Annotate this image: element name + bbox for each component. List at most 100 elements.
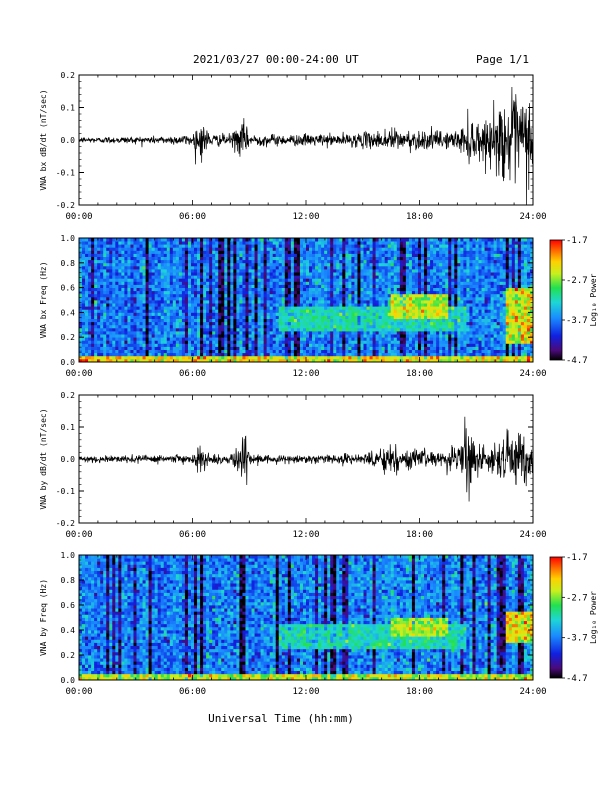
spectrogram-cell	[251, 303, 255, 307]
spectrogram-cell	[263, 269, 268, 273]
spectrogram-cell	[321, 281, 325, 285]
spectrogram-cell	[248, 253, 252, 257]
spectrogram-cell	[148, 349, 153, 354]
spectrogram-cell	[206, 244, 210, 248]
spectrogram-cell	[390, 327, 395, 332]
spectrogram-cell	[405, 238, 410, 242]
spectrogram-cell	[187, 300, 192, 304]
spectrogram-cell	[118, 306, 122, 310]
spectrogram-cell	[336, 315, 340, 319]
spectrogram-cell	[103, 256, 107, 261]
spectrogram-cell	[194, 318, 198, 323]
spectrogram-cell	[112, 321, 116, 326]
spectrogram-cell	[218, 343, 222, 347]
spectrogram-cell	[100, 238, 104, 242]
spectrogram-cell	[242, 275, 246, 279]
spectrogram-cell	[321, 259, 325, 264]
spectrogram-cell	[318, 293, 322, 298]
spectrogram-cell	[142, 287, 146, 292]
spectrogram-cell	[402, 247, 407, 251]
spectrogram-cell	[281, 253, 286, 257]
spectrogram-cell	[230, 321, 234, 326]
spectrogram-cell	[242, 312, 246, 316]
spectrogram-cell	[263, 346, 268, 350]
spectrogram-cell	[339, 358, 343, 363]
spectrogram-cell	[175, 244, 180, 248]
spectrogram-cell	[293, 303, 298, 307]
spectrogram-cell	[230, 324, 234, 329]
spectrogram-cell	[178, 337, 183, 341]
spectrogram-cell	[82, 293, 86, 298]
spectrogram-cell	[133, 315, 137, 319]
spectrogram-cell	[263, 275, 268, 279]
spectrogram-cell	[269, 343, 274, 347]
spectrogram-cell	[427, 265, 431, 270]
spectrogram-cell	[363, 265, 367, 270]
spectrogram-cell	[396, 269, 401, 273]
spectrogram-cell	[91, 293, 95, 298]
spectrogram-cell	[142, 349, 146, 354]
spectrogram-cell	[172, 337, 177, 341]
spectrogram-cell	[296, 315, 301, 319]
spectrogram-cell	[103, 309, 107, 313]
spectrogram-cell	[178, 284, 183, 288]
spectrogram-cell	[151, 327, 156, 332]
spectrogram-cell	[163, 244, 168, 248]
spectrogram-cell	[299, 303, 304, 307]
spectrogram-cell	[82, 284, 86, 288]
spectrogram-cell	[236, 278, 240, 282]
spectrogram-cell	[218, 241, 222, 245]
spectrogram-cell	[172, 334, 177, 338]
spectrogram-cell	[224, 324, 228, 329]
spectrogram-cell	[248, 278, 252, 282]
spectrogram-cell	[115, 346, 119, 350]
spectrogram-cell	[218, 309, 222, 313]
spectrogram-cell	[290, 352, 295, 357]
spectrogram-cell	[166, 349, 171, 354]
spectrogram-cell	[387, 256, 392, 261]
spectrogram-cell	[309, 337, 313, 341]
spectrogram-cell	[100, 296, 104, 301]
spectrogram-cell	[299, 241, 304, 245]
spectrogram-cell	[139, 272, 143, 276]
spectrogram-cell	[142, 281, 146, 285]
spectrogram-cell	[421, 352, 425, 357]
spectrogram-cell	[133, 343, 137, 347]
spectrogram-cell	[254, 275, 258, 279]
spectrogram-cell	[351, 358, 355, 363]
spectrogram-cell	[118, 331, 122, 335]
spectrogram-cell	[160, 318, 165, 323]
spectrogram-cell	[236, 269, 240, 273]
spectrogram-cell	[172, 256, 177, 261]
spectrogram-cell	[393, 281, 398, 285]
spectrogram-cell	[166, 315, 171, 319]
spectrogram-cell	[142, 250, 146, 254]
spectrogram-cell	[324, 346, 328, 350]
spectrogram-cell	[366, 318, 370, 323]
spectrogram-cell	[360, 259, 364, 264]
spectrogram-cell	[357, 290, 361, 295]
spectrogram-cell	[91, 315, 95, 319]
spectrogram-cell	[369, 340, 373, 344]
spectrogram-cell	[387, 321, 392, 326]
spectrogram-cell	[160, 334, 165, 338]
spectrogram-cell	[396, 337, 401, 341]
spectrogram-cell	[130, 312, 134, 316]
spectrogram-cell	[85, 250, 89, 254]
plot-date-range: 2021/03/27 00:00-24:00 UT	[193, 53, 359, 66]
spectrogram-cell	[127, 269, 131, 273]
spectrogram-cell	[175, 259, 180, 264]
spectrogram-cell	[312, 334, 316, 338]
spectrogram-cell	[166, 250, 171, 254]
spectrogram-cell	[336, 241, 340, 245]
spectrogram-cell	[142, 358, 146, 363]
spectrogram-cell	[309, 324, 313, 329]
spectrogram-cell	[215, 349, 219, 354]
spectrogram-cell	[269, 327, 274, 332]
spectrogram-cell	[221, 321, 225, 326]
spectrogram-cell	[363, 355, 367, 360]
spectrogram-cell	[160, 262, 165, 267]
spectrogram-cell	[333, 343, 337, 347]
spectrogram-cell	[230, 284, 234, 288]
spectrogram-cell	[345, 281, 349, 285]
